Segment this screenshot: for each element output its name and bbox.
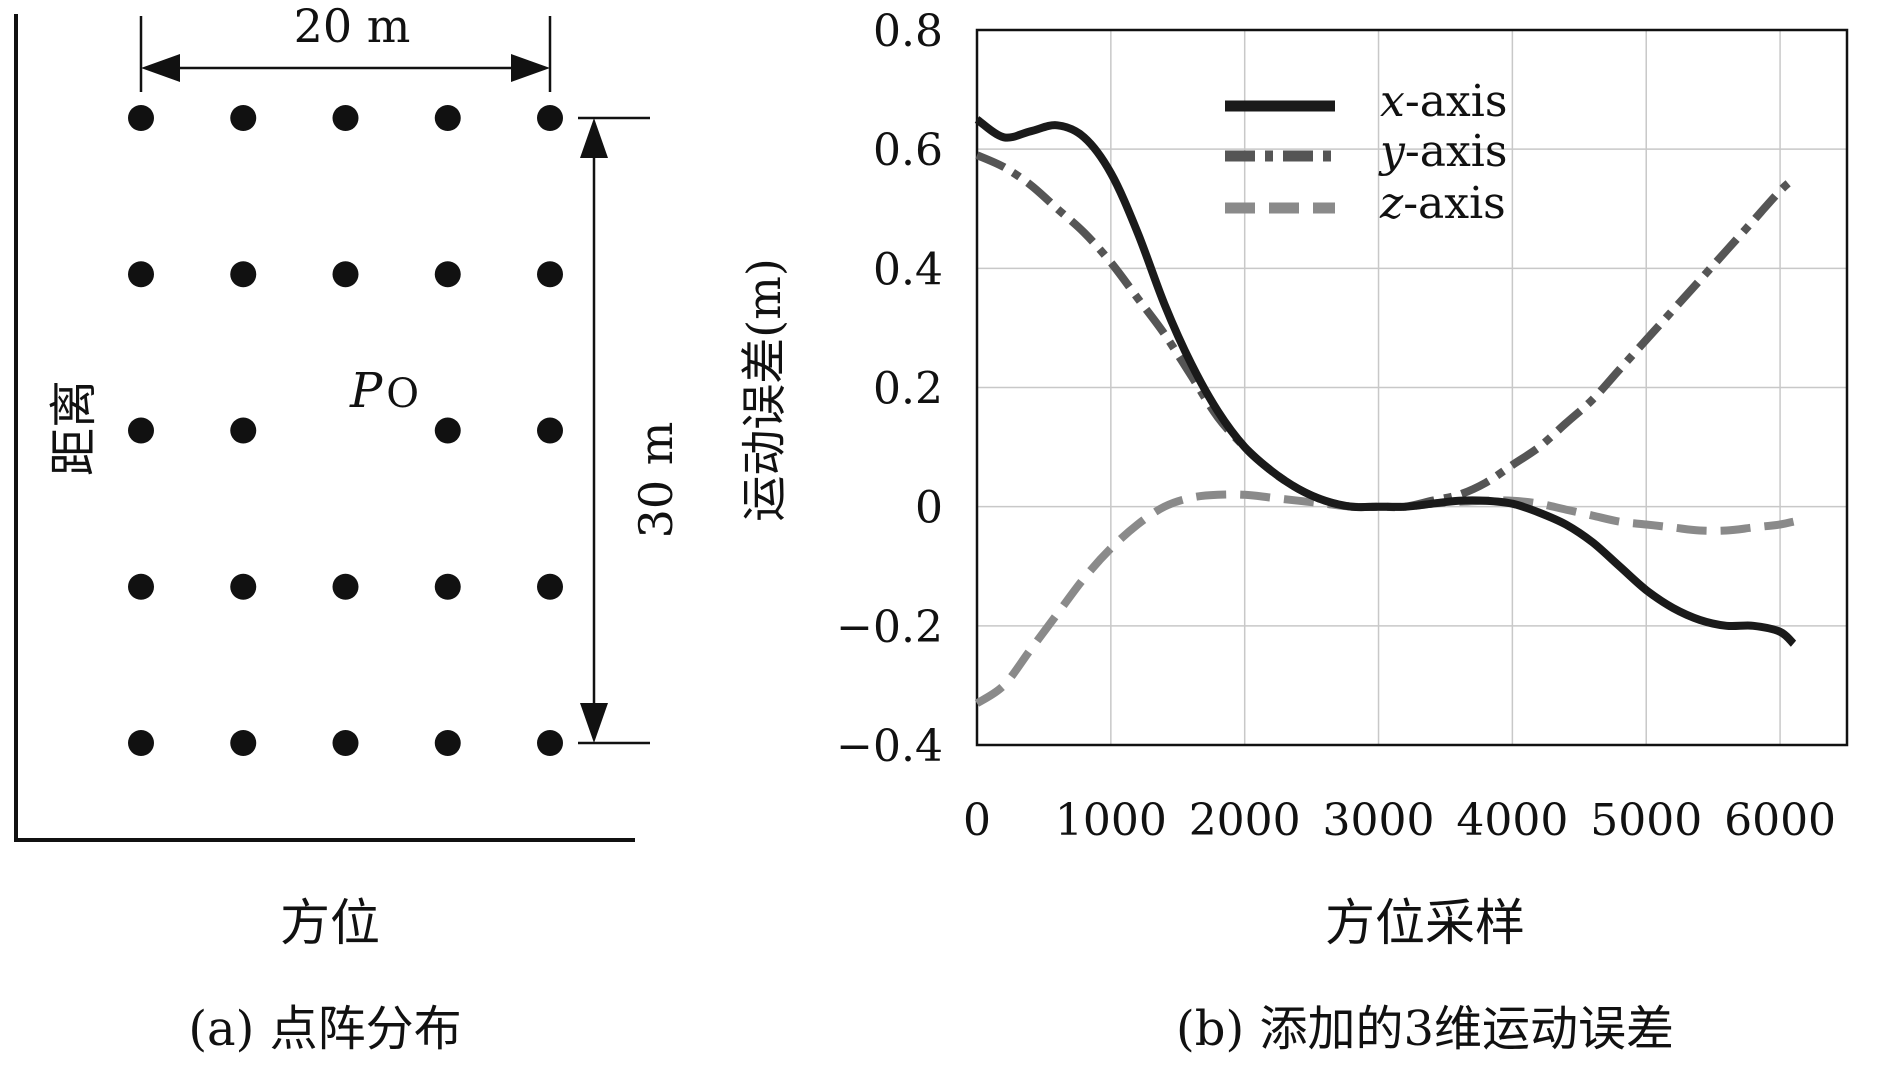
grid-point xyxy=(230,261,257,288)
point-label-main: P xyxy=(349,363,383,419)
height-label: 30 m xyxy=(629,422,683,539)
y-tick-label: 0 xyxy=(915,483,943,534)
x-tick-label: 2000 xyxy=(1189,795,1301,846)
panel-b-caption: (b) 添加的3维运动误差 xyxy=(1176,1001,1674,1057)
panel-a-x-label: 方位 xyxy=(280,894,380,952)
grid-point xyxy=(128,417,154,444)
y-tick-label: 0.6 xyxy=(873,125,943,176)
series-line-x-axis xyxy=(974,116,1797,647)
grid-point xyxy=(332,730,359,756)
y-tick-labels: −0.4 −0.2 0 0.2 0.4 0.6 0.8 xyxy=(836,6,943,772)
grid-point xyxy=(230,730,257,756)
legend: x-axis y-axis z-axis xyxy=(1225,76,1507,229)
legend-label-x: x-axis xyxy=(1380,76,1507,127)
grid-point xyxy=(128,730,154,756)
y-tick-label: −0.4 xyxy=(836,721,943,772)
grid-point xyxy=(537,730,563,756)
grid-point xyxy=(537,417,563,444)
grid-point xyxy=(537,573,563,600)
grid-point xyxy=(537,105,563,131)
y-tick-label: −0.2 xyxy=(836,602,943,653)
grid-point xyxy=(230,573,257,600)
grid-point xyxy=(230,417,257,444)
x-tick-label: 1000 xyxy=(1055,795,1167,846)
point-label-sub: O xyxy=(386,371,419,417)
grid-point xyxy=(128,105,154,131)
height-arrow-up-icon xyxy=(580,118,608,158)
x-tick-label: 5000 xyxy=(1590,795,1702,846)
panel-b: −0.4 −0.2 0 0.2 0.4 0.6 0.8 0 1000 2000 3000 4000 5… xyxy=(737,6,1849,1057)
x-tick-label: 3000 xyxy=(1323,795,1435,846)
x-tick-label: 6000 xyxy=(1724,795,1836,846)
grid-point xyxy=(537,261,563,288)
grid-point xyxy=(434,573,461,600)
point-grid xyxy=(128,105,563,756)
grid-point xyxy=(434,417,461,444)
grid-point xyxy=(128,573,154,600)
width-arrow-left-icon xyxy=(141,54,180,82)
x-tick-label: 4000 xyxy=(1456,795,1568,846)
grid-point xyxy=(332,261,359,288)
width-label: 20 m xyxy=(294,0,411,53)
height-arrow-down-icon xyxy=(580,703,608,743)
series-line-z-axis xyxy=(974,490,1795,707)
grid-point xyxy=(434,261,461,288)
plot-frame xyxy=(975,28,1849,747)
grid-point xyxy=(332,573,359,600)
legend-label-y: y-axis xyxy=(1378,126,1507,177)
y-tick-label: 0.4 xyxy=(873,244,943,295)
panel-a-caption: (a) 点阵分布 xyxy=(188,1001,461,1057)
grid-point xyxy=(230,105,257,131)
y-tick-label: 0.8 xyxy=(873,6,943,57)
panel-b-x-label: 方位采样 xyxy=(1325,894,1525,952)
panel-a-y-label: 距离 xyxy=(46,380,102,476)
x-tick-label: 0 xyxy=(963,795,991,846)
grid-point xyxy=(128,261,154,288)
grid-point xyxy=(434,730,461,756)
y-tick-label: 0.2 xyxy=(873,364,943,415)
grid-point xyxy=(332,105,359,131)
panel-b-y-label: 运动误差(m) xyxy=(737,258,791,522)
grid-point xyxy=(434,105,461,131)
x-tick-labels: 0 1000 2000 3000 4000 5000 6000 xyxy=(963,795,1836,846)
series-layer xyxy=(974,116,1797,707)
legend-label-z: z-axis xyxy=(1379,178,1506,229)
width-arrow-right-icon xyxy=(511,54,550,82)
